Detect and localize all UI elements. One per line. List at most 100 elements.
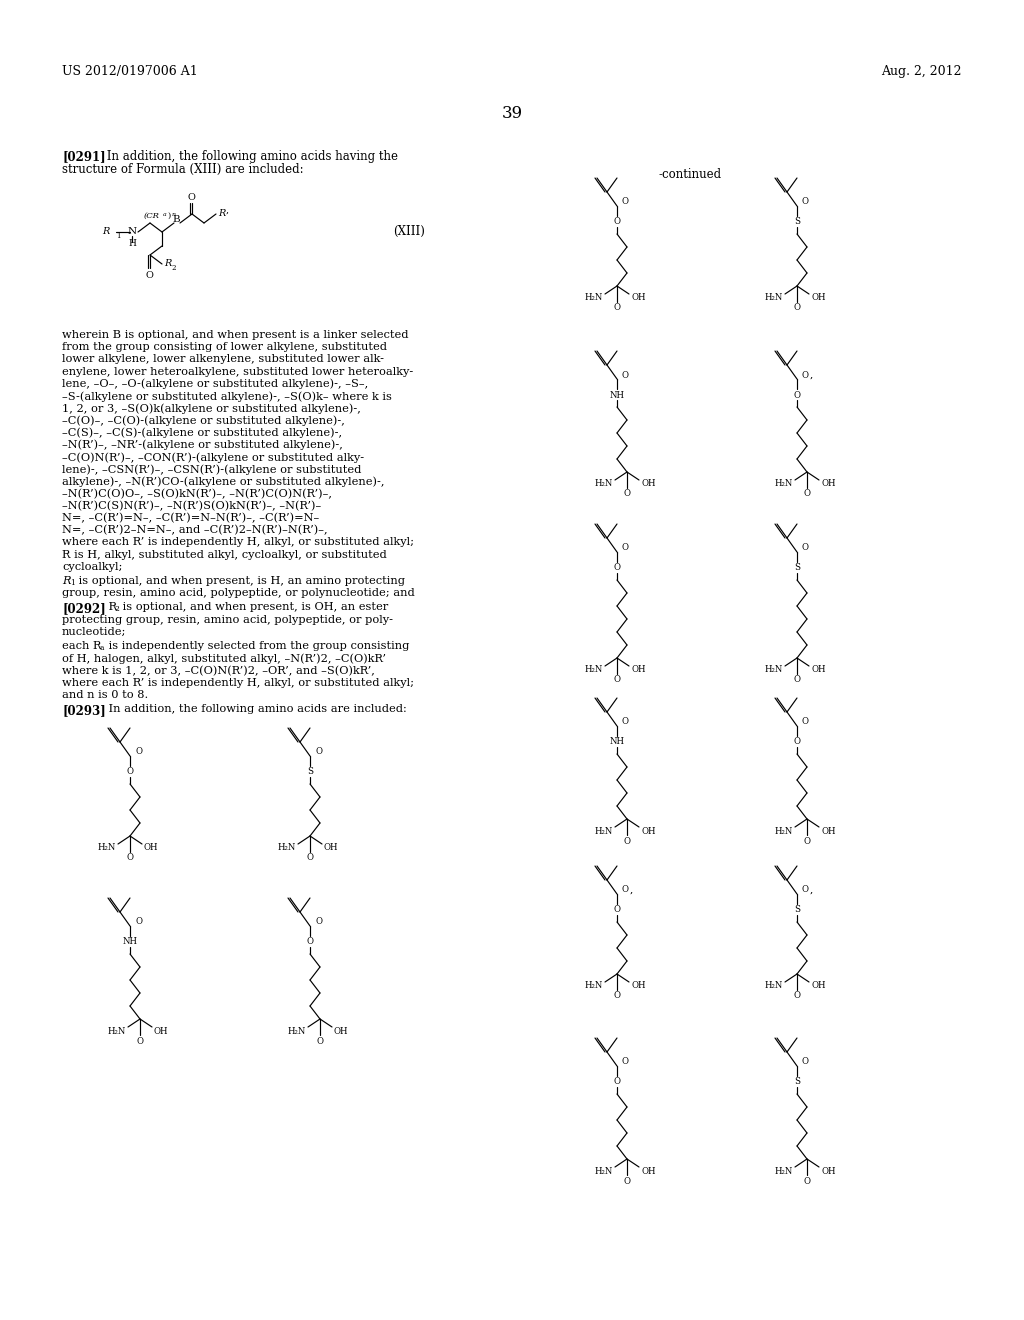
- Text: where each R’ is independently H, alkyl, or substituted alkyl;: where each R’ is independently H, alkyl,…: [62, 677, 414, 688]
- Text: OH: OH: [821, 1167, 836, 1176]
- Text: (CR: (CR: [144, 213, 160, 220]
- Text: ,: ,: [810, 886, 813, 895]
- Text: –S-(alkylene or substituted alkylene)-, –S(O)k– where k is: –S-(alkylene or substituted alkylene)-, …: [62, 391, 392, 401]
- Text: is optional, and when present, is H, an amino protecting: is optional, and when present, is H, an …: [75, 576, 406, 586]
- Text: H₂N: H₂N: [595, 1167, 613, 1176]
- Text: 39: 39: [502, 104, 522, 121]
- Text: –C(O)N(R’)–, –CON(R’)-(alkylene or substituted alky-: –C(O)N(R’)–, –CON(R’)-(alkylene or subst…: [62, 451, 365, 462]
- Text: OH: OH: [631, 665, 645, 675]
- Text: OH: OH: [631, 293, 645, 302]
- Text: O: O: [624, 837, 631, 846]
- Text: O: O: [315, 917, 322, 927]
- Text: O: O: [613, 676, 621, 685]
- Text: OH: OH: [811, 665, 825, 675]
- Text: O: O: [802, 371, 809, 380]
- Text: [0293]: [0293]: [62, 704, 105, 717]
- Text: OH: OH: [641, 1167, 655, 1176]
- Text: O: O: [802, 886, 809, 895]
- Text: and n is 0 to 8.: and n is 0 to 8.: [62, 690, 148, 700]
- Text: is optional, and when present, is OH, an ester: is optional, and when present, is OH, an…: [119, 602, 388, 612]
- Text: R: R: [105, 602, 117, 612]
- Text: –N(R’)–, –NR’-(alkylene or substituted alkylene)-,: –N(R’)–, –NR’-(alkylene or substituted a…: [62, 440, 343, 450]
- Text: N=, –C(R’)=N–, –C(R’)=N–N(R’)–, –C(R’)=N–: N=, –C(R’)=N–, –C(R’)=N–N(R’)–, –C(R’)=N…: [62, 513, 319, 523]
- Text: O: O: [315, 747, 322, 756]
- Text: H₂N: H₂N: [278, 843, 296, 853]
- Text: O: O: [804, 490, 811, 499]
- Text: OH: OH: [631, 982, 645, 990]
- Text: N=, –C(R’)2–N=N–, and –C(R’)2–N(R’)–N(R’)–,: N=, –C(R’)2–N=N–, and –C(R’)2–N(R’)–N(R’…: [62, 525, 328, 536]
- Text: S: S: [307, 767, 313, 776]
- Text: n: n: [172, 211, 176, 216]
- Text: O: O: [613, 1077, 621, 1086]
- Text: [0291]: [0291]: [62, 150, 105, 162]
- Text: of H, halogen, alkyl, substituted alkyl, –N(R’)2, –C(O)kR’: of H, halogen, alkyl, substituted alkyl,…: [62, 653, 386, 664]
- Text: O: O: [613, 991, 621, 1001]
- Text: O: O: [794, 676, 801, 685]
- Text: O: O: [306, 937, 313, 946]
- Text: –C(S)–, –C(S)-(alkylene or substituted alkylene)-,: –C(S)–, –C(S)-(alkylene or substituted a…: [62, 428, 342, 438]
- Text: O: O: [622, 544, 629, 553]
- Text: NH: NH: [123, 937, 137, 946]
- Text: H₂N: H₂N: [97, 843, 116, 853]
- Text: H₂N: H₂N: [774, 1167, 793, 1176]
- Text: O: O: [613, 564, 621, 573]
- Text: O: O: [613, 218, 621, 227]
- Text: O: O: [613, 304, 621, 313]
- Text: S: S: [794, 564, 800, 573]
- Text: H₂N: H₂N: [774, 479, 793, 488]
- Text: O: O: [316, 1036, 324, 1045]
- Text: where k is 1, 2, or 3, –C(O)N(R’)2, –OR’, and –S(O)kR’,: where k is 1, 2, or 3, –C(O)N(R’)2, –OR’…: [62, 665, 375, 676]
- Text: enylene, lower heteroalkylene, substituted lower heteroalky-: enylene, lower heteroalkylene, substitut…: [62, 367, 414, 376]
- Text: H₂N: H₂N: [585, 982, 603, 990]
- Text: is independently selected from the group consisting: is independently selected from the group…: [105, 642, 410, 651]
- Text: O: O: [135, 917, 142, 927]
- Text: OH: OH: [154, 1027, 169, 1035]
- Text: In addition, the following amino acids are included:: In addition, the following amino acids a…: [105, 704, 407, 714]
- Text: wherein B is optional, and when present is a linker selected: wherein B is optional, and when present …: [62, 330, 409, 341]
- Text: –N(R’)C(S)N(R’)–, –N(R’)S(O)kN(R’)–, –N(R’)–: –N(R’)C(S)N(R’)–, –N(R’)S(O)kN(R’)–, –N(…: [62, 500, 322, 511]
- Text: R: R: [218, 210, 225, 219]
- Text: O: O: [802, 718, 809, 726]
- Text: O: O: [802, 544, 809, 553]
- Text: H₂N: H₂N: [774, 826, 793, 836]
- Text: OH: OH: [324, 843, 339, 853]
- Text: O: O: [622, 1057, 629, 1067]
- Text: structure of Formula (XIII) are included:: structure of Formula (XIII) are included…: [62, 162, 304, 176]
- Text: H₂N: H₂N: [765, 293, 783, 302]
- Text: OH: OH: [144, 843, 159, 853]
- Text: –C(O)–, –C(O)-(alkylene or substituted alkylene)-,: –C(O)–, –C(O)-(alkylene or substituted a…: [62, 416, 345, 426]
- Text: R is H, alkyl, substituted alkyl, cycloalkyl, or substituted: R is H, alkyl, substituted alkyl, cycloa…: [62, 549, 387, 560]
- Text: H₂N: H₂N: [108, 1027, 126, 1035]
- Text: group, resin, amino acid, polypeptide, or polynucleotide; and: group, resin, amino acid, polypeptide, o…: [62, 589, 415, 598]
- Text: H₂N: H₂N: [765, 982, 783, 990]
- Text: H₂N: H₂N: [765, 665, 783, 675]
- Text: O: O: [187, 194, 195, 202]
- Text: a: a: [100, 644, 104, 652]
- Text: R: R: [164, 260, 171, 268]
- Text: -continued: -continued: [658, 168, 722, 181]
- Text: ,: ,: [810, 371, 813, 380]
- Text: a: a: [163, 211, 167, 216]
- Text: 2: 2: [114, 606, 119, 614]
- Text: N: N: [127, 227, 136, 236]
- Text: NH: NH: [609, 391, 625, 400]
- Text: O: O: [622, 718, 629, 726]
- Text: S: S: [794, 1077, 800, 1086]
- Text: where each R’ is independently H, alkyl, or substituted alkyl;: where each R’ is independently H, alkyl,…: [62, 537, 414, 548]
- Text: O: O: [622, 198, 629, 206]
- Text: S: S: [794, 906, 800, 915]
- Text: S: S: [794, 218, 800, 227]
- Text: O: O: [794, 738, 801, 747]
- Text: OH: OH: [641, 479, 655, 488]
- Text: H₂N: H₂N: [595, 826, 613, 836]
- Text: O: O: [802, 1057, 809, 1067]
- Text: alkylene)-, –N(R’)CO-(alkylene or substituted alkylene)-,: alkylene)-, –N(R’)CO-(alkylene or substi…: [62, 477, 384, 487]
- Text: H₂N: H₂N: [585, 293, 603, 302]
- Text: O: O: [127, 767, 133, 776]
- Text: O: O: [145, 271, 153, 280]
- Text: from the group consisting of lower alkylene, substituted: from the group consisting of lower alkyl…: [62, 342, 387, 352]
- Text: H: H: [128, 239, 136, 248]
- Text: O: O: [802, 198, 809, 206]
- Text: each R: each R: [62, 642, 101, 651]
- Text: O: O: [804, 837, 811, 846]
